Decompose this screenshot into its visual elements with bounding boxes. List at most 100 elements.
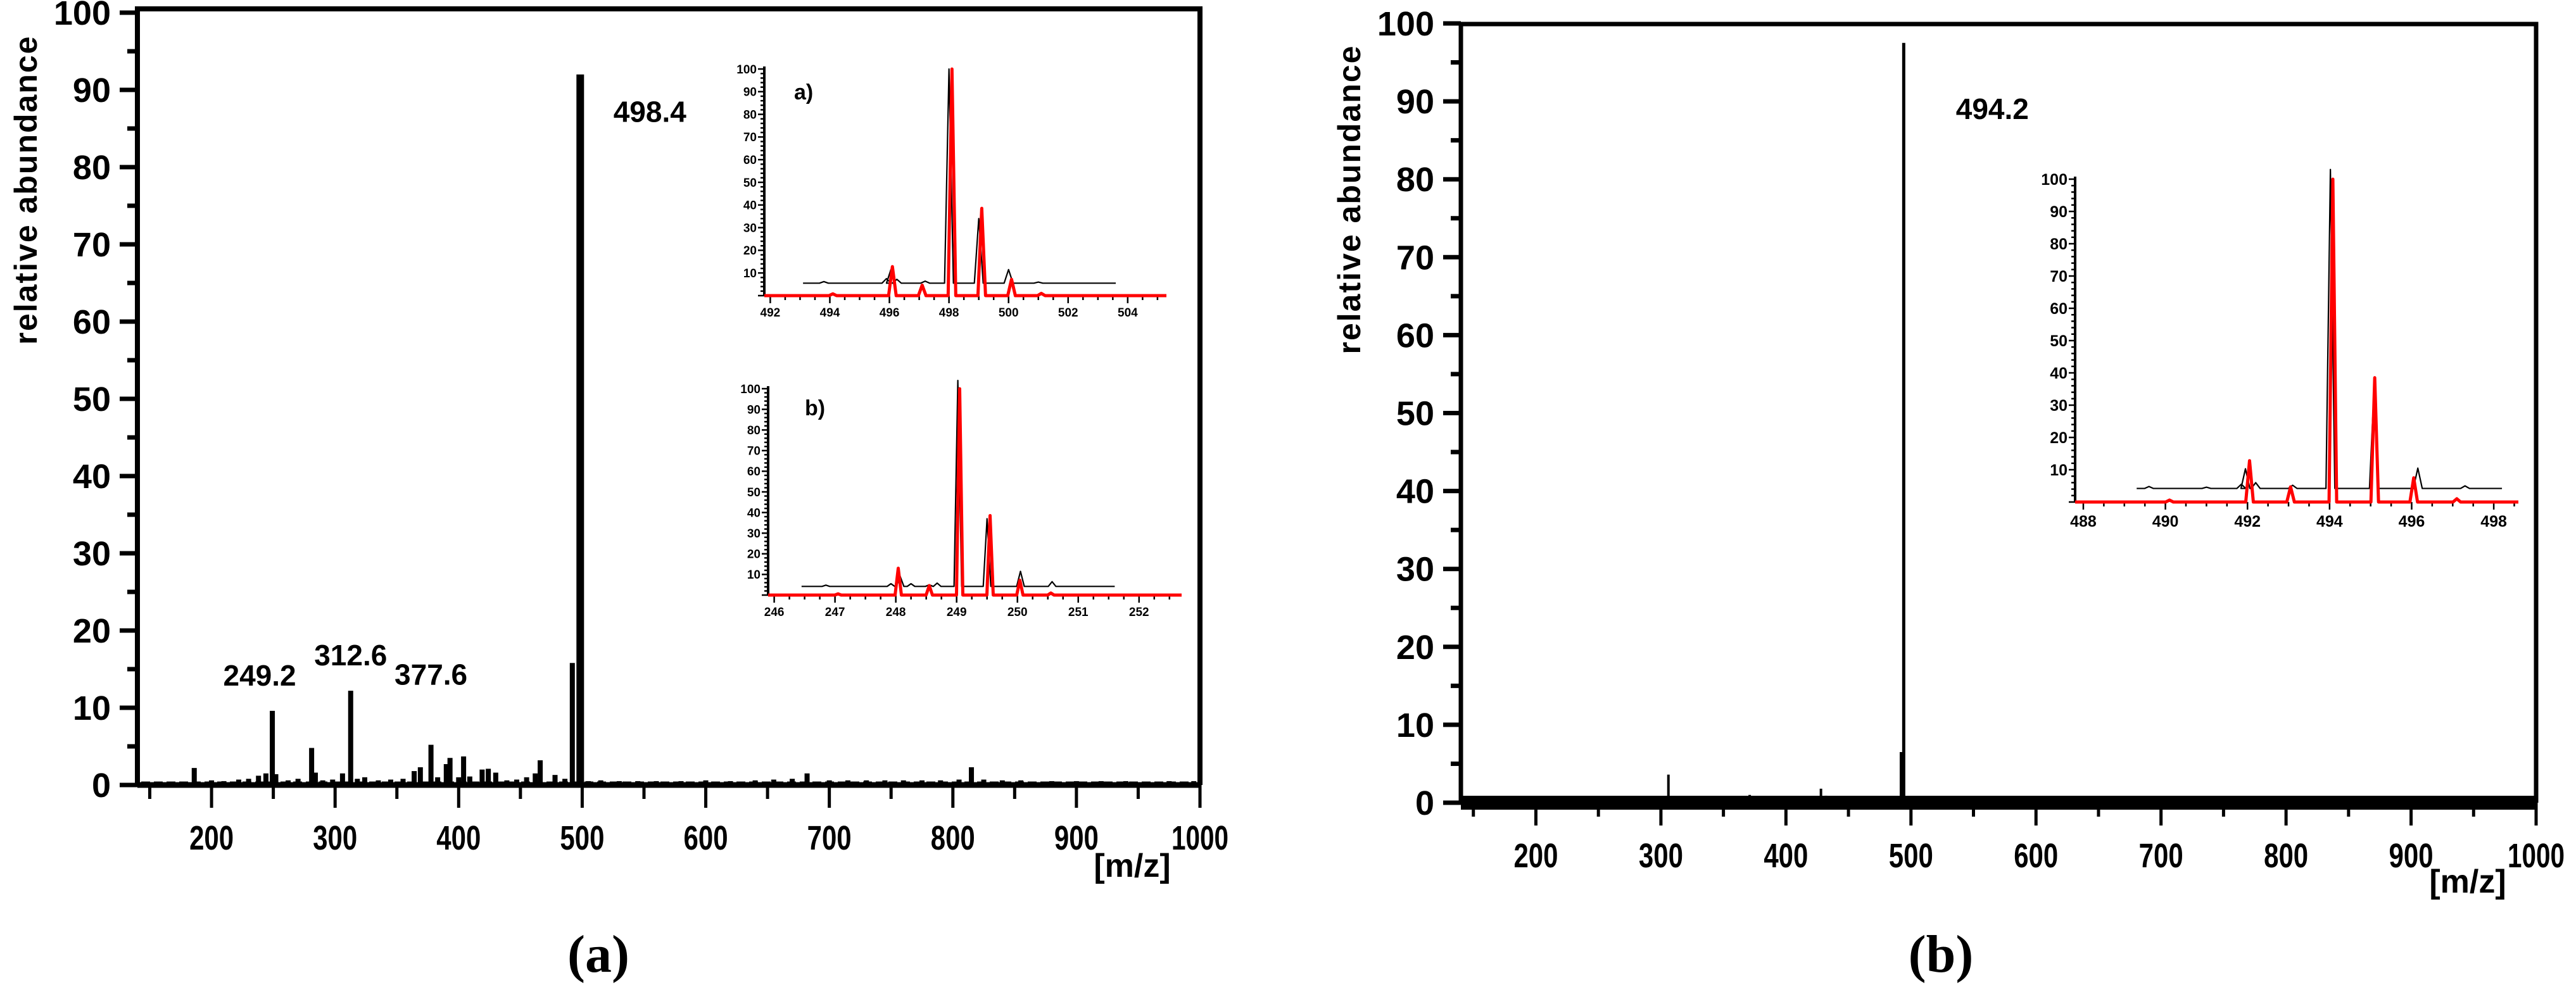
inset-x-tick-label: 494 — [820, 306, 840, 320]
inset-x-tick-label: 492 — [2234, 513, 2261, 531]
inset-y-tick-label: 20 — [2050, 429, 2068, 447]
inset-x-tick-label: 490 — [2152, 513, 2179, 531]
inset-y-tick-label: 60 — [2050, 300, 2068, 318]
inset-y-tick-label: 70 — [743, 131, 757, 144]
y-tick-label: 70 — [1396, 239, 1434, 277]
x-tick-label: 400 — [1764, 837, 1808, 875]
x-tick-label: 200 — [1513, 837, 1558, 875]
inset-panel-label: b) — [805, 396, 825, 420]
inset-x-tick-label: 500 — [999, 306, 1019, 320]
simulated-isotope-trace — [764, 67, 1166, 298]
peak-label: 494.2 — [1956, 92, 2029, 125]
inset-x-tick-label: 251 — [1068, 606, 1089, 619]
x-tick-label: 400 — [436, 819, 481, 857]
y-tick-label: 0 — [1415, 784, 1434, 822]
y-tick-label: 30 — [73, 535, 111, 573]
inset-x-tick-label: 249 — [947, 606, 967, 619]
x-tick-label: 1000 — [1171, 819, 1228, 857]
simulated-isotope-trace — [768, 387, 1182, 597]
inset-y-tick-label: 90 — [743, 86, 757, 99]
inset-y-tick-label: 40 — [2050, 365, 2068, 382]
y-tick-label: 100 — [1377, 5, 1434, 43]
x-tick-label: 600 — [684, 819, 728, 857]
y-tick-label: 80 — [1396, 161, 1434, 199]
panel-a-x-axis: 200 300 400 500 600 700 800 900 1000 — [137, 782, 1228, 857]
panel-a-spectrum: 0 10 20 30 40 50 60 70 80 90 100 200 300 400 500 600 70… — [8, 0, 1228, 984]
y-tick-label: 90 — [1396, 83, 1434, 121]
inset-x-tick-label: 248 — [886, 606, 906, 619]
inset-x-tick-label: 488 — [2070, 513, 2097, 531]
panel-b-x-axis-label: [m/z] — [2429, 863, 2506, 900]
inset-y-tick-label: 50 — [743, 177, 757, 190]
y-tick-label: 100 — [54, 0, 111, 32]
y-tick-label: 40 — [73, 458, 111, 496]
inset-y-tick-label: 90 — [747, 403, 761, 417]
y-tick-label: 60 — [1396, 317, 1434, 355]
panel-b-y-axis-label: relative abundance — [1332, 45, 1367, 355]
inset-y-tick-label: 100 — [2041, 171, 2068, 189]
inset-y-tick-label: 70 — [747, 445, 761, 458]
x-tick-label: 300 — [1639, 837, 1683, 875]
y-tick-label: 20 — [73, 612, 111, 650]
inset-y-tick-label: 80 — [743, 108, 757, 122]
panel-b-peaks — [1465, 42, 2532, 803]
y-tick-label: 70 — [73, 226, 111, 264]
simulated-isotope-trace — [2075, 177, 2518, 504]
panel-b-x-axis: 200 300 400 500 600 700 800 900 1000 — [1461, 796, 2565, 875]
y-tick-label: 10 — [73, 689, 111, 727]
y-tick-label: 0 — [92, 767, 111, 805]
inset-panel-label: a) — [794, 80, 813, 104]
inset-x-tick-label: 252 — [1129, 606, 1149, 619]
inset-x-tick-label: 247 — [825, 606, 845, 619]
inset-y-tick-label: 10 — [747, 568, 761, 582]
experimental-isotope-trace — [801, 379, 1115, 587]
peak-label: 312.6 — [314, 639, 387, 672]
inset-x-tick-label: 246 — [764, 606, 785, 619]
y-tick-label: 30 — [1396, 551, 1434, 589]
x-tick-label: 700 — [2139, 837, 2183, 875]
inset-y-tick-label: 20 — [747, 548, 761, 562]
inset-x-tick-label: 498 — [939, 306, 959, 320]
y-tick-label: 80 — [73, 149, 111, 187]
inset-y-tick-label: 80 — [747, 424, 761, 437]
experimental-isotope-trace — [803, 68, 1116, 284]
x-tick-label: 800 — [931, 819, 975, 857]
inset-x-tick-label: 502 — [1058, 306, 1078, 320]
panel-b-spectrum: 0 10 20 30 40 50 60 70 80 90 100 200 300 400 500 600 70… — [1332, 5, 2565, 984]
inset-x-tick-label: 496 — [2399, 513, 2425, 531]
panel-a-caption: (a) — [567, 925, 629, 984]
x-tick-label: 300 — [313, 819, 357, 857]
panel-b-y-axis: 0 10 20 30 40 50 60 70 80 90 100 — [1377, 5, 1461, 822]
x-tick-label: 900 — [1054, 819, 1099, 857]
inset-y-tick-label: 50 — [2050, 332, 2068, 350]
inset-y-tick-label: 80 — [2050, 235, 2068, 253]
x-tick-label: 1000 — [2508, 837, 2565, 875]
inset-x-tick-label: 250 — [1007, 606, 1028, 619]
inset-y-tick-label: 70 — [2050, 268, 2068, 286]
y-tick-label: 50 — [1396, 395, 1434, 433]
panel-a-peaks — [141, 74, 1197, 785]
inset-y-tick-label: 30 — [2050, 397, 2068, 415]
x-tick-label: 900 — [2389, 837, 2434, 875]
inset-y-tick-label: 10 — [743, 267, 757, 280]
y-tick-label: 50 — [73, 380, 111, 418]
inset-y-tick-label: 60 — [747, 465, 761, 479]
peak-label: 377.6 — [395, 658, 467, 691]
x-tick-label: 800 — [2264, 837, 2308, 875]
x-tick-label: 500 — [1889, 837, 1933, 875]
inset-y-tick-label: 30 — [747, 527, 761, 541]
inset-y-tick-label: 30 — [743, 222, 757, 235]
panel-a-y-axis: 0 10 20 30 40 50 60 70 80 90 100 — [54, 0, 137, 805]
peak-label: 498.4 — [614, 96, 687, 129]
inset-c-isotope-pattern: 10 20 30 40 50 60 70 80 90 100 488 490 492 494 496 498 — [2041, 168, 2518, 531]
inset-x-tick-label: 496 — [880, 306, 900, 320]
inset-y-tick-label: 40 — [747, 506, 761, 520]
panel-a-y-axis-label: relative abundance — [8, 35, 44, 345]
inset-x-tick-label: 494 — [2316, 513, 2343, 531]
inset-y-tick-label: 90 — [2050, 203, 2068, 221]
inset-x-tick-label: 492 — [761, 306, 781, 320]
x-tick-label: 500 — [560, 819, 604, 857]
y-tick-label: 20 — [1396, 629, 1434, 667]
